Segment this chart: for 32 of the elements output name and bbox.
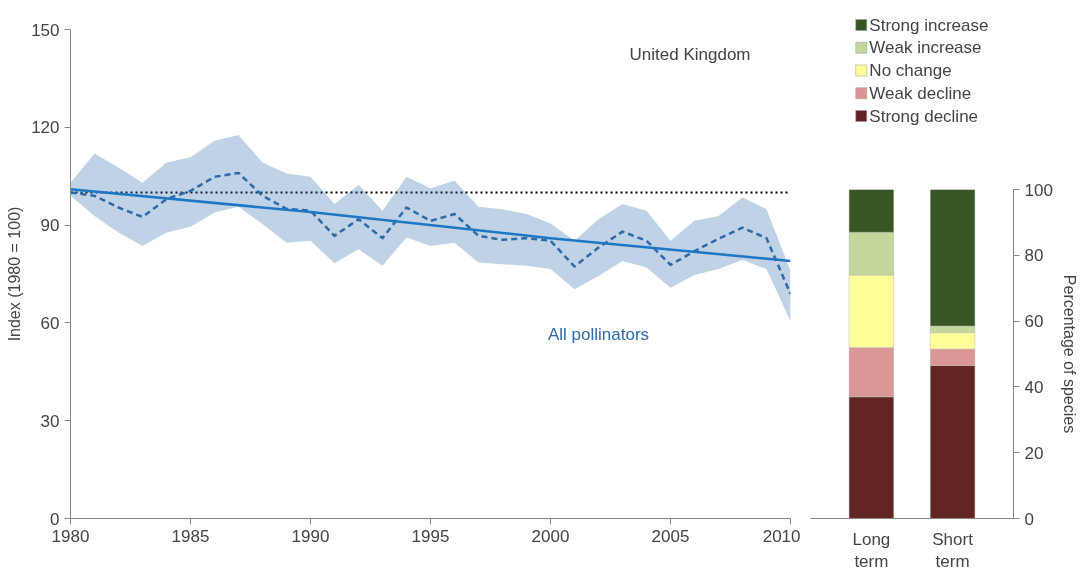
x-tick-label: 1995 bbox=[411, 526, 450, 546]
y2-tick-label: 80 bbox=[1024, 246, 1044, 266]
y-tick-label: 60 bbox=[40, 313, 60, 333]
y-tick-label: 120 bbox=[31, 118, 60, 138]
y-axis-title: Index (1980 = 100) bbox=[6, 206, 24, 342]
x-tick-label: 1990 bbox=[291, 526, 330, 546]
y2-tick-label: 0 bbox=[1024, 509, 1034, 529]
y2-tick-label: 40 bbox=[1024, 377, 1044, 397]
y2-tick-label: 60 bbox=[1024, 312, 1044, 332]
y-tick-label: 90 bbox=[40, 216, 60, 236]
y2-tick-label: 20 bbox=[1024, 443, 1044, 463]
x-tick-label: 2000 bbox=[531, 526, 570, 546]
x-tick-label: 2010 bbox=[762, 526, 801, 546]
x-tick-label: 1985 bbox=[171, 526, 210, 546]
y-tick-label: 30 bbox=[40, 411, 60, 431]
y2-tick-label: 100 bbox=[1024, 180, 1053, 200]
legend-label: Weak increase bbox=[869, 38, 982, 58]
legend-label: Weak decline bbox=[869, 83, 972, 103]
y-tick-label: 150 bbox=[31, 20, 60, 40]
x-tick-label: 2005 bbox=[651, 526, 690, 546]
annotation: United Kingdom bbox=[629, 44, 751, 64]
x-tick-label: Short term bbox=[932, 529, 974, 572]
y-tick-label: 0 bbox=[50, 509, 60, 529]
line-series bbox=[70, 187, 791, 263]
x-tick-label: 1980 bbox=[51, 526, 90, 546]
line-series bbox=[70, 171, 791, 296]
text: All pollinators bbox=[547, 325, 650, 345]
legend-label: Strong decline bbox=[869, 106, 979, 126]
y2-axis-title: Percentage of species bbox=[1060, 274, 1078, 434]
legend-label: Strong increase bbox=[869, 15, 989, 35]
x-tick-label: Long term bbox=[852, 529, 891, 572]
legend-label: No change bbox=[869, 61, 952, 80]
